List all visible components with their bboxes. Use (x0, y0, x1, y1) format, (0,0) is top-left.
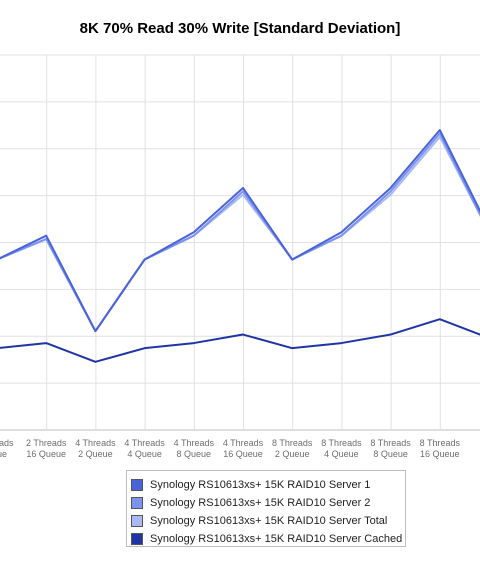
legend-swatch (131, 479, 143, 491)
series-line-1 (0, 129, 480, 333)
x-tick-label: 8 Threads 8 Queue (370, 438, 411, 459)
legend-label: Synology RS10613xs+ 15K RAID10 Server 1 (150, 479, 371, 491)
legend-label: Synology RS10613xs+ 15K RAID10 Server Ca… (150, 533, 403, 545)
series-line-4 (0, 318, 480, 363)
legend-item: Synology RS10613xs+ 15K RAID10 Server 2 (131, 494, 370, 512)
x-tick-label: 2 Threads 16 Queue (26, 438, 67, 459)
legend: Synology RS10613xs+ 15K RAID10 Server 1 S… (126, 470, 406, 547)
x-tick-label: 8 Threads 16 Queue (420, 438, 461, 459)
x-tick-label: 4 Threads 8 Queue (174, 438, 215, 459)
series-line-2 (0, 132, 480, 333)
x-tick-label: Threadsueue (0, 438, 14, 459)
legend-swatch (131, 515, 143, 527)
legend-swatch (131, 533, 143, 545)
x-tick-label: 4 Threads 2 Queue (75, 438, 116, 459)
x-tick-label: 4 Threads 4 Queue (124, 438, 165, 459)
x-tick-label: 4 Threads 16 Queue (223, 438, 264, 459)
legend-item: Synology RS10613xs+ 15K RAID10 Server To… (131, 512, 387, 530)
legend-label: Synology RS10613xs+ 15K RAID10 Server 2 (150, 497, 371, 509)
legend-label: Synology RS10613xs+ 15K RAID10 Server To… (150, 515, 388, 527)
legend-item: Synology RS10613xs+ 15K RAID10 Server Ca… (131, 530, 402, 548)
legend-item: Synology RS10613xs+ 15K RAID10 Server 1 (131, 476, 370, 494)
chart-title: 8K 70% Read 30% Write [Standard Deviatio… (79, 20, 401, 37)
gridlines (0, 54, 480, 431)
x-tick-label: 8 Threads 4 Queue (321, 438, 362, 459)
series-lines (0, 129, 480, 363)
legend-swatch (131, 497, 143, 509)
x-tick-label: 8 Threads 2 Queue (272, 438, 313, 459)
